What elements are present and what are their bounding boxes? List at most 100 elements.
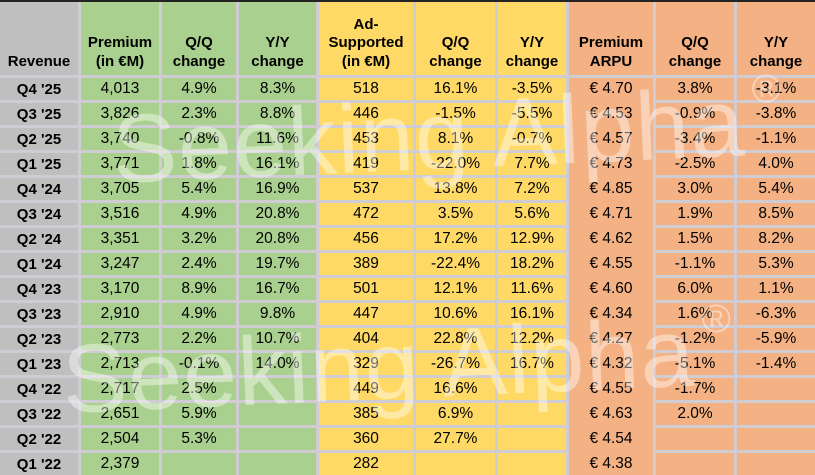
- cell-ad-yy-row4: 7.7%: [498, 153, 566, 175]
- cell-arpu-qq-row14: 2.0%: [656, 403, 734, 425]
- cell-premium-yy-row10: 9.8%: [239, 303, 316, 325]
- cell-premium-arpu-row13: € 4.55: [569, 378, 653, 400]
- cell-premium-yy-row1: 8.3%: [239, 78, 316, 100]
- cell-ad-yy-row14: [498, 403, 566, 425]
- cell-ad-qq-row14: 6.9%: [416, 403, 495, 425]
- column-header-premium-qq: Q/Q change: [162, 2, 236, 75]
- cell-ad-revenue-row16: 282: [319, 453, 413, 475]
- cell-premium-qq-row10: 4.9%: [162, 303, 236, 325]
- cell-ad-qq-row11: 22.8%: [416, 328, 495, 350]
- cell-premium-revenue-row5: 3,705: [81, 178, 159, 200]
- cell-premium-qq-row9: 8.9%: [162, 278, 236, 300]
- cell-arpu-yy-row14: [737, 403, 815, 425]
- cell-ad-revenue-row2: 446: [319, 103, 413, 125]
- column-header-quarter: Revenue: [0, 2, 78, 75]
- cell-premium-arpu-row1: € 4.70: [569, 78, 653, 100]
- cell-ad-qq-row6: 3.5%: [416, 203, 495, 225]
- cell-premium-qq-row7: 3.2%: [162, 228, 236, 250]
- cell-ad-revenue-row6: 472: [319, 203, 413, 225]
- cell-premium-qq-row1: 4.9%: [162, 78, 236, 100]
- cell-ad-qq-row2: -1.5%: [416, 103, 495, 125]
- cell-premium-arpu-row14: € 4.63: [569, 403, 653, 425]
- cell-premium-qq-row13: 2.5%: [162, 378, 236, 400]
- cell-premium-revenue-row16: 2,379: [81, 453, 159, 475]
- cell-arpu-qq-row11: -1.2%: [656, 328, 734, 350]
- cell-premium-yy-row12: 14.0%: [239, 353, 316, 375]
- cell-arpu-yy-row1: -3.1%: [737, 78, 815, 100]
- cell-ad-yy-row10: 16.1%: [498, 303, 566, 325]
- cell-arpu-qq-row10: 1.6%: [656, 303, 734, 325]
- cell-premium-yy-row4: 16.1%: [239, 153, 316, 175]
- cell-ad-qq-row3: 8.1%: [416, 128, 495, 150]
- cell-premium-arpu-row11: € 4.27: [569, 328, 653, 350]
- cell-ad-yy-row12: 16.7%: [498, 353, 566, 375]
- cell-ad-revenue-row4: 419: [319, 153, 413, 175]
- cell-ad-qq-row8: -22.4%: [416, 253, 495, 275]
- row-label-15: Q2 '22: [0, 428, 78, 450]
- row-label-10: Q3 '23: [0, 303, 78, 325]
- cell-ad-qq-row7: 17.2%: [416, 228, 495, 250]
- cell-arpu-qq-row9: 6.0%: [656, 278, 734, 300]
- cell-ad-revenue-row15: 360: [319, 428, 413, 450]
- cell-ad-qq-row15: 27.7%: [416, 428, 495, 450]
- row-label-3: Q2 '25: [0, 128, 78, 150]
- cell-premium-arpu-row10: € 4.34: [569, 303, 653, 325]
- cell-premium-yy-row3: 11.6%: [239, 128, 316, 150]
- cell-premium-revenue-row14: 2,651: [81, 403, 159, 425]
- cell-premium-arpu-row2: € 4.53: [569, 103, 653, 125]
- cell-ad-yy-row9: 11.6%: [498, 278, 566, 300]
- cell-premium-revenue-row15: 2,504: [81, 428, 159, 450]
- cell-premium-qq-row5: 5.4%: [162, 178, 236, 200]
- cell-premium-arpu-row15: € 4.54: [569, 428, 653, 450]
- cell-arpu-yy-row9: 1.1%: [737, 278, 815, 300]
- cell-ad-revenue-row13: 449: [319, 378, 413, 400]
- cell-ad-yy-row5: 7.2%: [498, 178, 566, 200]
- column-header-arpu-qq: Q/Q change: [656, 2, 734, 75]
- cell-arpu-qq-row2: -0.9%: [656, 103, 734, 125]
- column-header-arpu-yy: Y/Y change: [737, 2, 815, 75]
- cell-ad-qq-row1: 16.1%: [416, 78, 495, 100]
- cell-arpu-yy-row12: -1.4%: [737, 353, 815, 375]
- cell-premium-arpu-row3: € 4.57: [569, 128, 653, 150]
- row-label-11: Q2 '23: [0, 328, 78, 350]
- cell-premium-yy-row14: [239, 403, 316, 425]
- cell-premium-qq-row2: 2.3%: [162, 103, 236, 125]
- cell-premium-qq-row6: 4.9%: [162, 203, 236, 225]
- cell-arpu-yy-row2: -3.8%: [737, 103, 815, 125]
- row-label-7: Q2 '24: [0, 228, 78, 250]
- cell-premium-revenue-row3: 3,740: [81, 128, 159, 150]
- row-label-12: Q1 '23: [0, 353, 78, 375]
- cell-premium-qq-row11: 2.2%: [162, 328, 236, 350]
- cell-premium-yy-row6: 20.8%: [239, 203, 316, 225]
- cell-premium-yy-row15: [239, 428, 316, 450]
- cell-premium-revenue-row7: 3,351: [81, 228, 159, 250]
- cell-ad-yy-row11: 12.2%: [498, 328, 566, 350]
- cell-ad-yy-row16: [498, 453, 566, 475]
- cell-ad-yy-row8: 18.2%: [498, 253, 566, 275]
- cell-arpu-yy-row3: -1.1%: [737, 128, 815, 150]
- column-header-premium-arpu: Premium ARPU: [569, 2, 653, 75]
- cell-premium-qq-row3: -0.8%: [162, 128, 236, 150]
- cell-premium-arpu-row9: € 4.60: [569, 278, 653, 300]
- cell-ad-revenue-row10: 447: [319, 303, 413, 325]
- cell-arpu-yy-row16: [737, 453, 815, 475]
- cell-arpu-yy-row5: 5.4%: [737, 178, 815, 200]
- cell-ad-qq-row5: 13.8%: [416, 178, 495, 200]
- cell-premium-yy-row7: 20.8%: [239, 228, 316, 250]
- cell-premium-yy-row2: 8.8%: [239, 103, 316, 125]
- cell-ad-revenue-row11: 404: [319, 328, 413, 350]
- cell-premium-arpu-row12: € 4.32: [569, 353, 653, 375]
- row-label-4: Q1 '25: [0, 153, 78, 175]
- cell-ad-revenue-row3: 453: [319, 128, 413, 150]
- cell-ad-qq-row13: 16.6%: [416, 378, 495, 400]
- cell-premium-arpu-row16: € 4.38: [569, 453, 653, 475]
- cell-premium-qq-row14: 5.9%: [162, 403, 236, 425]
- cell-ad-revenue-row8: 389: [319, 253, 413, 275]
- cell-ad-yy-row2: -5.5%: [498, 103, 566, 125]
- cell-premium-qq-row15: 5.3%: [162, 428, 236, 450]
- cell-premium-yy-row13: [239, 378, 316, 400]
- cell-premium-qq-row4: 1.8%: [162, 153, 236, 175]
- cell-ad-revenue-row5: 537: [319, 178, 413, 200]
- cell-arpu-qq-row5: 3.0%: [656, 178, 734, 200]
- row-label-13: Q4 '22: [0, 378, 78, 400]
